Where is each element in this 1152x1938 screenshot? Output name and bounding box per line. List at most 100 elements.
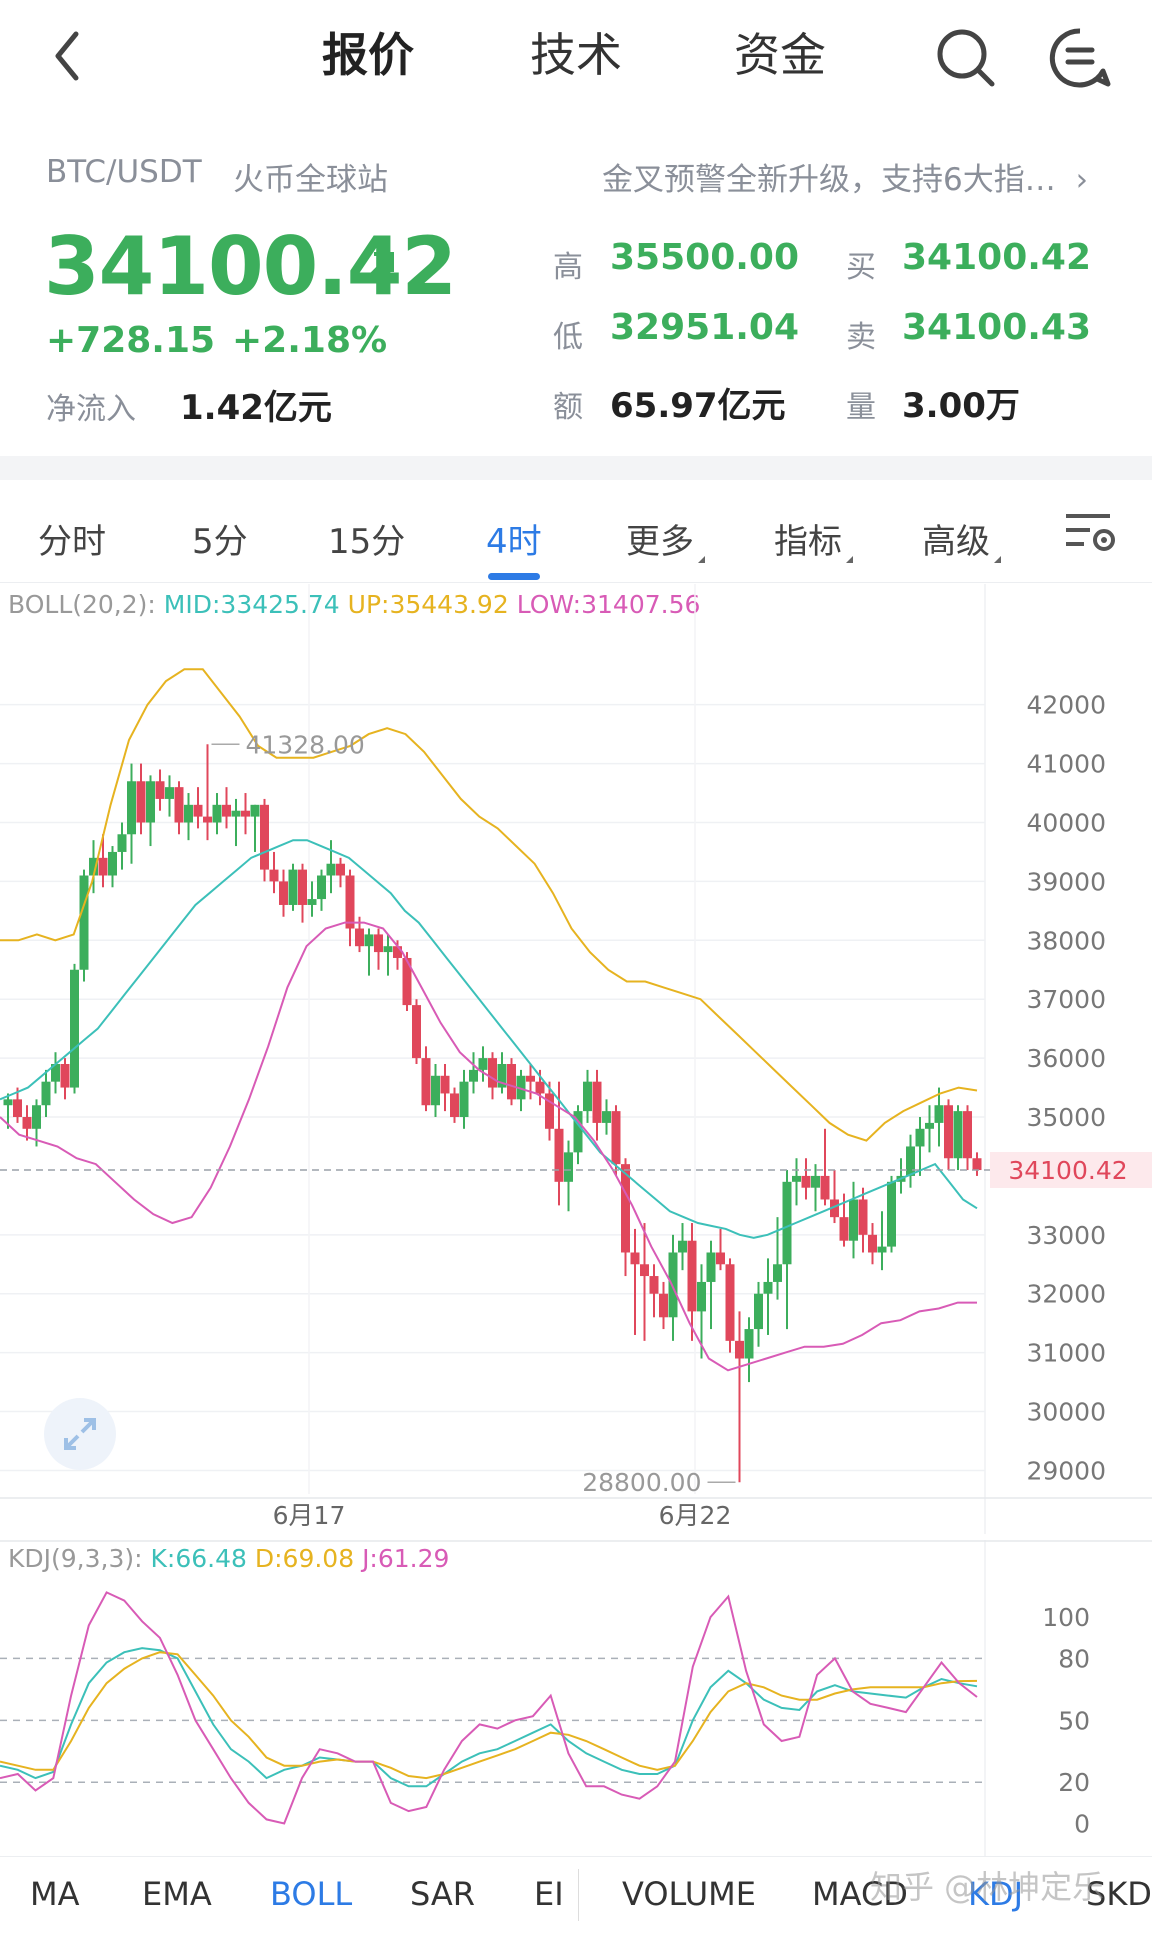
period-tab-15m[interactable]: 15分 xyxy=(328,514,405,563)
boll-mid-line xyxy=(0,839,978,1239)
indicator-tab-ema[interactable]: EMA xyxy=(142,1875,212,1913)
indicator-tabs: MA EMA BOLL SAR EI VOLUME MACD KDJ SKD xyxy=(0,1856,1152,1938)
kdj-k: K:66.48 xyxy=(150,1544,247,1573)
candle-body xyxy=(136,781,146,823)
kdj-j-line xyxy=(0,1591,978,1825)
chevron-right-icon: › xyxy=(1075,162,1088,198)
candle-body xyxy=(583,1081,592,1112)
y-tick-label: 38000 xyxy=(1026,926,1106,955)
candle-body xyxy=(887,1181,896,1247)
period-tabs: 分时 5分 15分 4时 更多 指标 高级 xyxy=(0,480,1152,583)
message-menu-icon[interactable] xyxy=(1048,26,1112,90)
current-price-label: 34100.42 xyxy=(1008,1156,1127,1185)
candle-body xyxy=(630,1252,640,1265)
chart-settings-icon[interactable] xyxy=(1062,508,1118,556)
period-tab-more[interactable]: 更多 xyxy=(626,514,705,563)
candle-body xyxy=(925,1122,934,1129)
candle-body xyxy=(915,1128,925,1147)
candle-body xyxy=(611,1111,621,1165)
tab-technical[interactable]: 技术 xyxy=(530,28,622,82)
period-tab-advanced[interactable]: 高级 xyxy=(922,514,1001,563)
watermark: 知乎 @林坤定乐 xyxy=(870,1868,1105,1906)
promo-text: 金叉预警全新升级，支持6大指… xyxy=(602,162,1056,198)
boll-low-line xyxy=(0,921,977,1372)
section-divider xyxy=(0,456,1152,480)
candle-body xyxy=(70,969,79,1088)
candle-body xyxy=(79,875,89,970)
period-tab-5m[interactable]: 5分 xyxy=(192,514,248,563)
boll-up: UP:35443.92 xyxy=(347,590,509,619)
candle-body xyxy=(640,1264,649,1277)
candle-body xyxy=(668,1252,678,1318)
indicator-tab-boll[interactable]: BOLL xyxy=(270,1875,353,1913)
candle-body xyxy=(450,1093,459,1118)
candle-body xyxy=(98,857,108,876)
candle-body xyxy=(687,1240,697,1312)
y-tick-label: 31000 xyxy=(1026,1339,1106,1368)
candle-body xyxy=(402,957,412,1006)
indicator-tab-macd[interactable]: MACD xyxy=(812,1875,908,1913)
price-change: +728.15 xyxy=(46,320,216,361)
period-tab-indicators[interactable]: 指标 xyxy=(774,514,853,563)
candle-body xyxy=(174,787,184,823)
tab-funds[interactable]: 资金 xyxy=(734,28,826,82)
promo-banner[interactable]: 金叉预警全新升级，支持6大指… › xyxy=(602,154,1088,199)
candle-body xyxy=(564,1152,573,1182)
sell-label: 卖 xyxy=(846,320,876,355)
net-inflow-value: 1.42亿元 xyxy=(180,388,332,428)
candle-body xyxy=(801,1175,811,1188)
candle-body xyxy=(526,1075,535,1082)
candle-body xyxy=(345,875,355,929)
candle-body xyxy=(868,1234,877,1253)
candle-body xyxy=(117,834,127,852)
amount-value: 65.97亿元 xyxy=(610,386,786,426)
dropdown-triangle-icon xyxy=(846,556,853,563)
indicator-tab-volume[interactable]: VOLUME xyxy=(622,1875,756,1913)
candle-body xyxy=(440,1075,450,1094)
period-tab-label: 高级 xyxy=(922,522,990,562)
y-tick-label: 50 xyxy=(1058,1706,1090,1735)
candle-body xyxy=(782,1181,792,1265)
indicator-tab-kdj[interactable]: KDJ xyxy=(968,1875,1024,1913)
candle-body xyxy=(155,781,165,799)
kdj-chart[interactable]: 100 80 50 20 0 xyxy=(0,1540,1152,1856)
indicator-tab-skd[interactable]: SKD xyxy=(1086,1875,1152,1913)
period-tab-timeshare[interactable]: 分时 xyxy=(38,514,106,563)
amount-label: 额 xyxy=(553,390,583,425)
y-tick-label: 36000 xyxy=(1026,1044,1106,1073)
y-tick-label: 39000 xyxy=(1026,867,1106,896)
candle-body xyxy=(697,1281,706,1312)
min-price-label: 28800.00 xyxy=(582,1468,701,1497)
price-change-pct: +2.18% xyxy=(232,320,388,361)
candle-body xyxy=(554,1128,564,1182)
expand-button[interactable] xyxy=(44,1398,116,1470)
candle-body xyxy=(298,869,307,905)
y-tick-label: 33000 xyxy=(1026,1221,1106,1250)
arrow-up-right-icon xyxy=(366,252,394,280)
period-tab-4h[interactable]: 4时 xyxy=(486,514,542,563)
candle-body xyxy=(184,804,193,823)
candle-body xyxy=(260,804,269,870)
y-tick-label: 41000 xyxy=(1026,750,1106,779)
indicator-tab-ma[interactable]: MA xyxy=(30,1875,80,1913)
tab-quote[interactable]: 报价 xyxy=(322,28,414,82)
kdj-d: D:69.08 xyxy=(254,1544,355,1573)
candle-body xyxy=(250,804,260,817)
candle-body xyxy=(146,781,155,823)
chevron-left-icon[interactable] xyxy=(48,26,88,86)
x-tick-label: 6月22 xyxy=(659,1501,732,1530)
indicator-tab-ei[interactable]: EI xyxy=(534,1875,564,1913)
indicator-tab-sar[interactable]: SAR xyxy=(410,1875,476,1913)
boll-low: LOW:31407.56 xyxy=(516,590,701,619)
kdj-d-line xyxy=(0,1651,978,1780)
candlestick-chart[interactable]: 42000 41000 40000 39000 38000 37000 36000 35000… xyxy=(0,584,1152,1534)
candle-body xyxy=(725,1264,735,1341)
period-tab-label: 指标 xyxy=(774,522,842,562)
search-icon[interactable] xyxy=(934,26,998,90)
candle-body xyxy=(336,863,345,876)
candle-body xyxy=(431,1075,440,1106)
candle-body xyxy=(222,804,231,817)
candle-body xyxy=(858,1199,868,1235)
candle-body xyxy=(89,857,98,876)
candle-body xyxy=(13,1099,22,1118)
